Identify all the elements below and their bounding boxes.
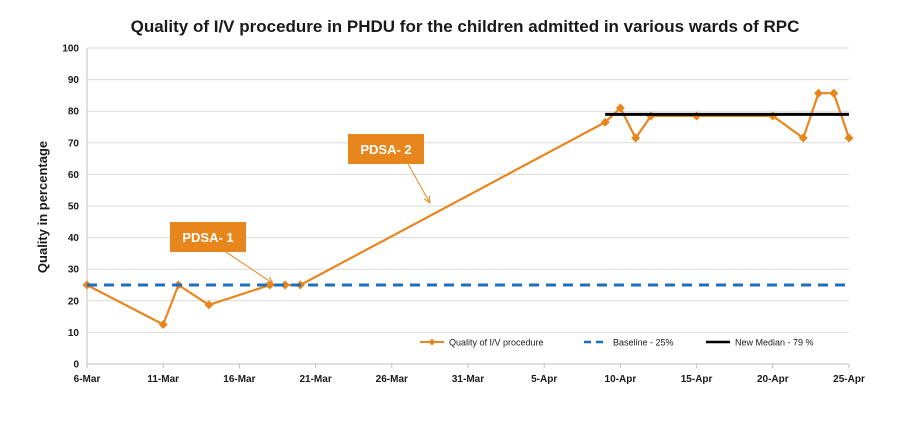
x-tick-label: 31-Mar <box>452 374 484 385</box>
annotation-arrowhead <box>423 195 431 204</box>
annotation-arrowhead <box>265 277 274 285</box>
y-tick-label: 60 <box>68 170 80 181</box>
x-tick-label: 6-Mar <box>74 374 101 385</box>
annotation-box <box>348 134 424 164</box>
x-tick-label: 16-Mar <box>223 374 255 385</box>
y-tick-label: 10 <box>68 328 80 339</box>
y-tick-label: 80 <box>68 107 80 118</box>
y-tick-label: 0 <box>73 360 79 371</box>
y-axis-label: Quality in percentage <box>35 141 50 273</box>
data-point <box>814 88 824 98</box>
annotation-arrow <box>225 251 274 284</box>
y-tick-label: 90 <box>68 75 80 86</box>
y-tick-label: 100 <box>62 44 79 55</box>
data-point <box>844 133 854 143</box>
x-tick-label: 26-Mar <box>376 374 408 385</box>
y-tick-label: 30 <box>68 265 80 276</box>
data-point <box>631 133 641 143</box>
legend-label: Quality of I/V procedure <box>449 338 544 348</box>
y-tick-label: 20 <box>68 296 80 307</box>
y-tick-label: 50 <box>68 202 80 213</box>
annotation-arrow <box>407 163 431 204</box>
x-tick-label: 11-Mar <box>147 374 179 385</box>
x-tick-label: 10-Apr <box>605 374 637 385</box>
x-tick-label: 25-Apr <box>833 374 865 385</box>
y-tick-label: 40 <box>68 233 80 244</box>
data-point <box>204 300 214 310</box>
x-tick-label: 15-Apr <box>681 374 713 385</box>
x-tick-label: 20-Apr <box>757 374 789 385</box>
legend-marker <box>428 338 436 346</box>
annotation-label: PDSA- 1 <box>182 230 233 245</box>
data-point <box>280 280 290 290</box>
grid <box>87 47 849 333</box>
x-tick-label: 5-Apr <box>531 374 557 385</box>
axes: 0 10 20 30 40 50 60 70 80 90 100 6-Mar 11-Mar 16-Mar 2… <box>62 44 865 386</box>
series-line-0 <box>86 92 851 327</box>
annotation-label: PDSA- 2 <box>360 142 411 157</box>
data-point <box>829 88 839 98</box>
data-point <box>692 111 702 121</box>
series-layer <box>82 88 854 329</box>
legend-label: New Median - 79 % <box>735 338 814 348</box>
chart-title: Quality of I/V procedure in PHDU for the… <box>131 17 800 36</box>
annotation-box <box>170 222 246 252</box>
y-tick-label: 70 <box>68 138 80 149</box>
x-tick-label: 21-Mar <box>299 374 331 385</box>
data-point <box>158 320 168 329</box>
legend-label: Baseline - 25% <box>613 338 674 348</box>
data-point <box>615 103 625 113</box>
annotations: PDSA- 1 PDSA- 2 <box>170 134 431 285</box>
legend: Quality of I/V procedure Baseline - 25% Ne… <box>420 338 814 348</box>
data-point <box>600 117 610 127</box>
data-point <box>798 133 808 143</box>
